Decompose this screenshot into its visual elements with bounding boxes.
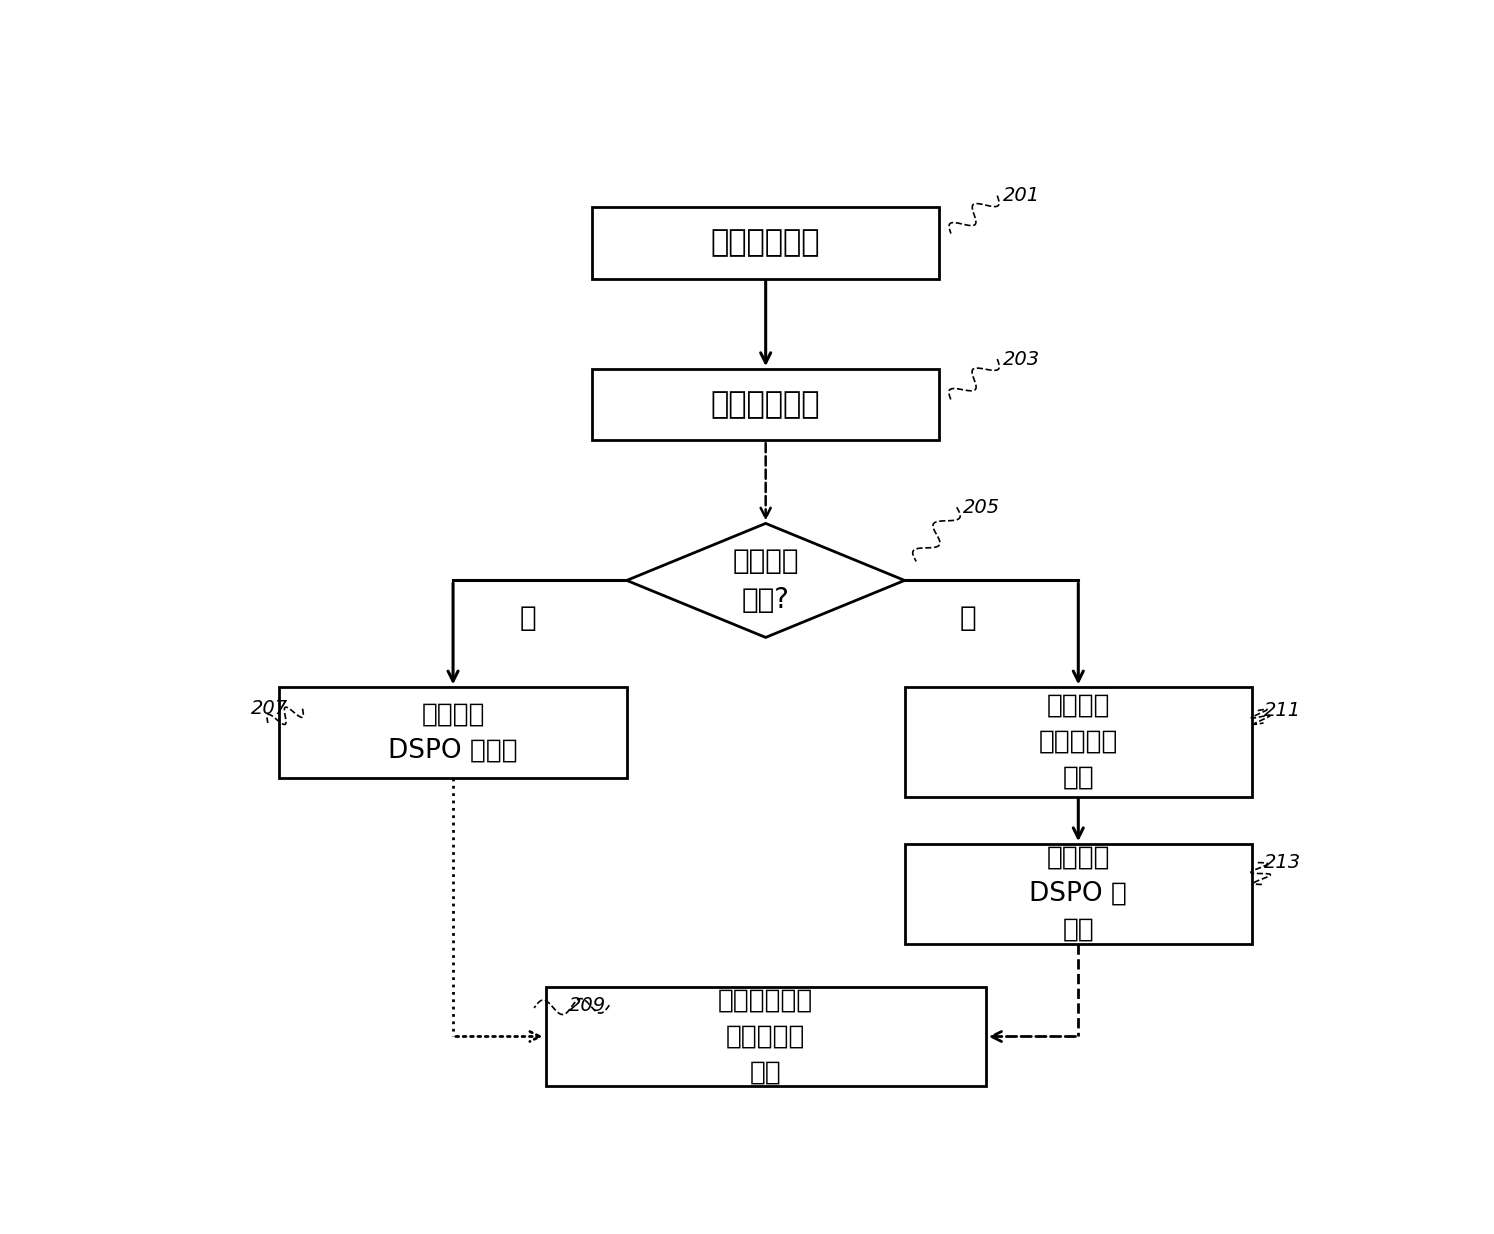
FancyBboxPatch shape bbox=[592, 207, 940, 279]
Polygon shape bbox=[627, 523, 905, 638]
FancyBboxPatch shape bbox=[905, 844, 1252, 944]
Text: 获得用于
神经网络的
参数: 获得用于 神经网络的 参数 bbox=[1038, 694, 1118, 791]
FancyBboxPatch shape bbox=[279, 687, 627, 777]
FancyBboxPatch shape bbox=[905, 687, 1252, 797]
Text: 211: 211 bbox=[1264, 701, 1301, 721]
Text: 获得用于
DSPO 的参数: 获得用于 DSPO 的参数 bbox=[388, 701, 518, 764]
Text: 207: 207 bbox=[251, 700, 287, 718]
Text: 201: 201 bbox=[1002, 186, 1040, 205]
Text: 获得目标响应: 获得目标响应 bbox=[711, 390, 820, 420]
Text: 203: 203 bbox=[1002, 349, 1040, 369]
Text: 再现具有目标
响应的声学
效果: 再现具有目标 响应的声学 效果 bbox=[719, 987, 813, 1086]
FancyBboxPatch shape bbox=[592, 369, 940, 441]
Text: 否: 否 bbox=[961, 605, 977, 632]
Text: 获得音频内容: 获得音频内容 bbox=[711, 228, 820, 258]
Text: 确定用于
DSPO 的
参数: 确定用于 DSPO 的 参数 bbox=[1029, 845, 1128, 943]
Text: 213: 213 bbox=[1264, 853, 1301, 872]
FancyBboxPatch shape bbox=[545, 987, 986, 1086]
Text: 205: 205 bbox=[962, 497, 999, 517]
Text: 目标响应
已知?: 目标响应 已知? bbox=[732, 547, 799, 613]
Text: 是: 是 bbox=[520, 605, 536, 632]
Text: 209: 209 bbox=[569, 996, 607, 1014]
